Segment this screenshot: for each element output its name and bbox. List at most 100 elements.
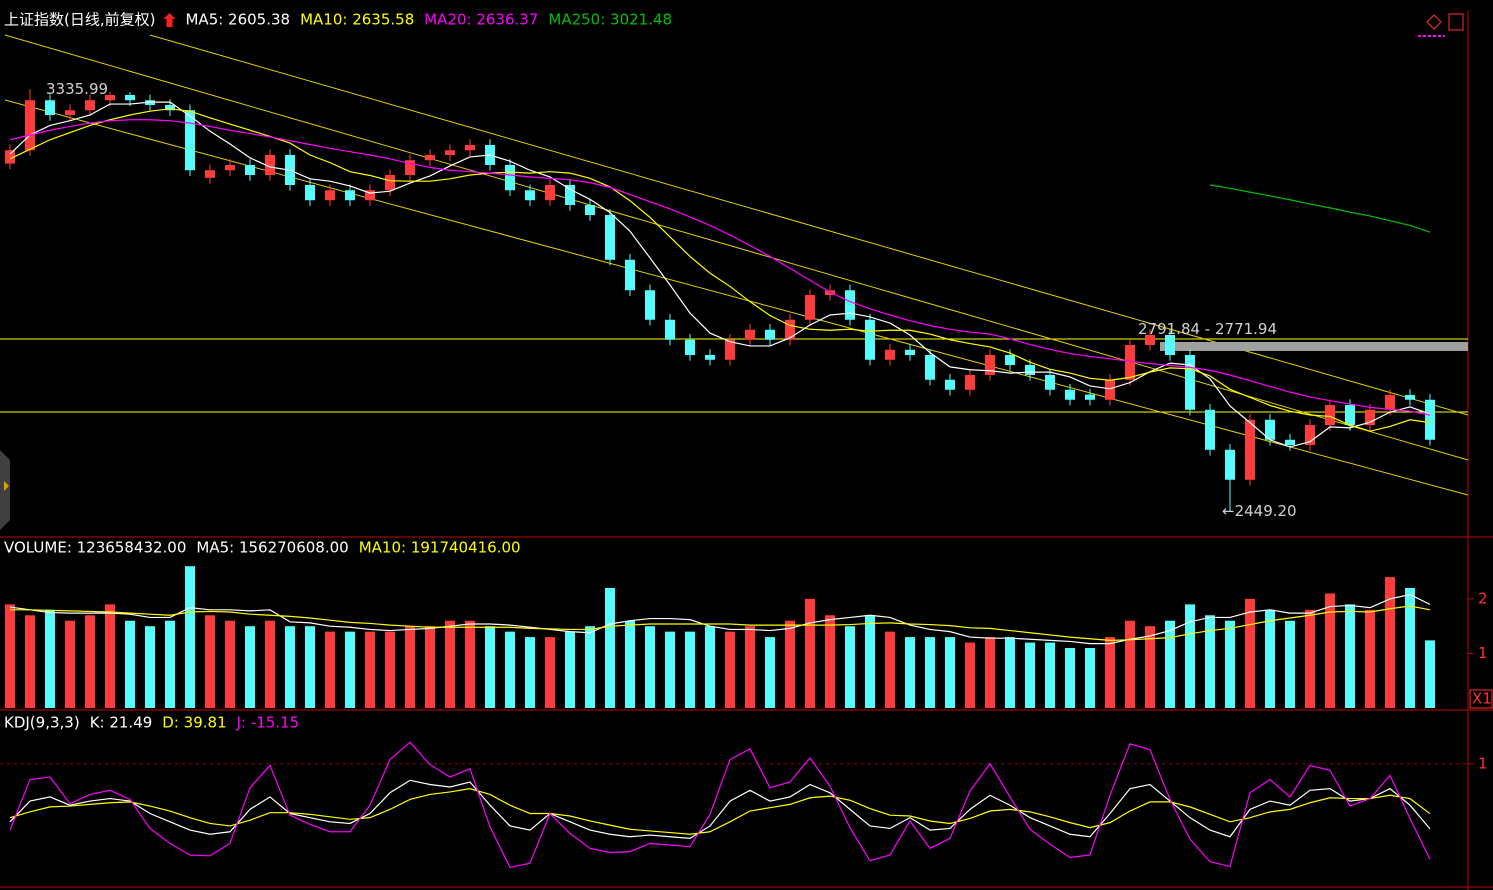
volume-bar (625, 620, 635, 708)
diamond-icon[interactable] (1426, 14, 1442, 30)
legend-entry: MA20: 2636.37 (424, 11, 538, 29)
candle-body (125, 95, 135, 101)
volume-bar (525, 637, 535, 708)
volume-bar (305, 626, 315, 708)
candle-body (1125, 345, 1135, 380)
volume-bar (1065, 648, 1075, 708)
candle-body (925, 355, 935, 380)
volume-bar (5, 604, 15, 708)
indicator-line (9, 593, 1431, 645)
panel-title: KDJ(9,3,3) (4, 714, 80, 732)
candle-body (445, 150, 455, 155)
candle-body (905, 349, 915, 355)
candle-body (1065, 389, 1075, 400)
volume-bar (1365, 609, 1375, 708)
candle-body (25, 100, 35, 151)
channel-line (4, 34, 1469, 461)
volume-bar (1265, 609, 1275, 708)
candle-body (425, 155, 435, 161)
volume-bar (845, 626, 855, 708)
indicator-line (9, 741, 1431, 869)
volume-bar (685, 631, 695, 708)
candle-body (1085, 394, 1095, 400)
legend-entry: MA5: 156270608.00 (196, 539, 348, 557)
volume-bar (125, 620, 135, 708)
volume-bar (725, 631, 735, 708)
candle-body (765, 329, 775, 340)
volume-bar (205, 615, 215, 708)
volume-bar (25, 615, 35, 708)
indicator-line (9, 108, 1431, 432)
volume-bar (1245, 598, 1255, 708)
volume-bar (385, 631, 395, 708)
volume-bar (785, 620, 795, 708)
volume-bar (245, 626, 255, 708)
volume-bar (45, 609, 55, 708)
candle-body (65, 110, 75, 115)
price-annotation: 2791.84 - 2771.94 (1138, 320, 1277, 338)
candle-body (325, 190, 335, 201)
volume-bar (605, 588, 615, 708)
volume-bar (885, 631, 895, 708)
volume-bar (1025, 642, 1035, 708)
volume-bar (865, 615, 875, 708)
side-tab-arrow (4, 481, 9, 491)
volume-bar (1325, 593, 1335, 708)
candle-body (265, 155, 275, 175)
candle-body (185, 110, 195, 171)
window-icon[interactable] (1448, 13, 1464, 31)
candle-body (885, 349, 895, 360)
volume-bar (945, 637, 955, 708)
channel-line (149, 34, 1469, 416)
candle-body (165, 105, 175, 111)
indicator-line (9, 788, 1431, 835)
candle-body (1045, 375, 1055, 390)
legend-entry: MA10: 191740416.00 (359, 539, 521, 557)
volume-bar (425, 626, 435, 708)
candle-body (1325, 405, 1335, 425)
candle-body (1345, 405, 1355, 425)
legend-entry: D: 39.81 (162, 714, 226, 732)
candle-body (805, 295, 815, 320)
scale-box[interactable] (1469, 689, 1493, 709)
volume-bar (665, 631, 675, 708)
volume-bar (805, 598, 815, 708)
volume-bar (345, 631, 355, 708)
volume-bar (985, 637, 995, 708)
candle-body (1305, 425, 1315, 445)
volume-bar (765, 637, 775, 708)
volume-bar (825, 615, 835, 708)
volume-bar (85, 615, 95, 708)
volume-bar (445, 620, 455, 708)
candle-body (525, 190, 535, 201)
volume-bar (325, 631, 335, 708)
candle-body (505, 165, 515, 191)
candle-body (1205, 409, 1215, 450)
legend-entry: MA250: 3021.48 (548, 11, 672, 29)
candle-body (345, 190, 355, 201)
candle-body (45, 100, 55, 115)
volume-bar (485, 626, 495, 708)
legend-entry: MA10: 2635.58 (300, 11, 414, 29)
volume-bar (1345, 604, 1355, 708)
legend-entry: J: -15.15 (236, 714, 300, 732)
volume-bar (1205, 615, 1215, 708)
candle-body (205, 170, 215, 178)
volume-bar (1085, 648, 1095, 708)
candle-body (665, 319, 675, 340)
volume-bar (265, 620, 275, 708)
scale-label: X1 (1472, 690, 1492, 708)
candle-body (1225, 449, 1235, 480)
volume-bar (1005, 637, 1015, 708)
volume-bar (565, 631, 575, 708)
y-tick-label: 2 (1478, 589, 1488, 607)
indicator-line (1209, 184, 1431, 233)
candle-body (225, 165, 235, 171)
volume-bar (545, 637, 555, 708)
candle-body (585, 205, 595, 215)
volume-bar (285, 626, 295, 708)
volume-bar (1405, 588, 1415, 708)
candle-body (305, 185, 315, 201)
price-annotation: ←2449.20 (1222, 502, 1297, 520)
